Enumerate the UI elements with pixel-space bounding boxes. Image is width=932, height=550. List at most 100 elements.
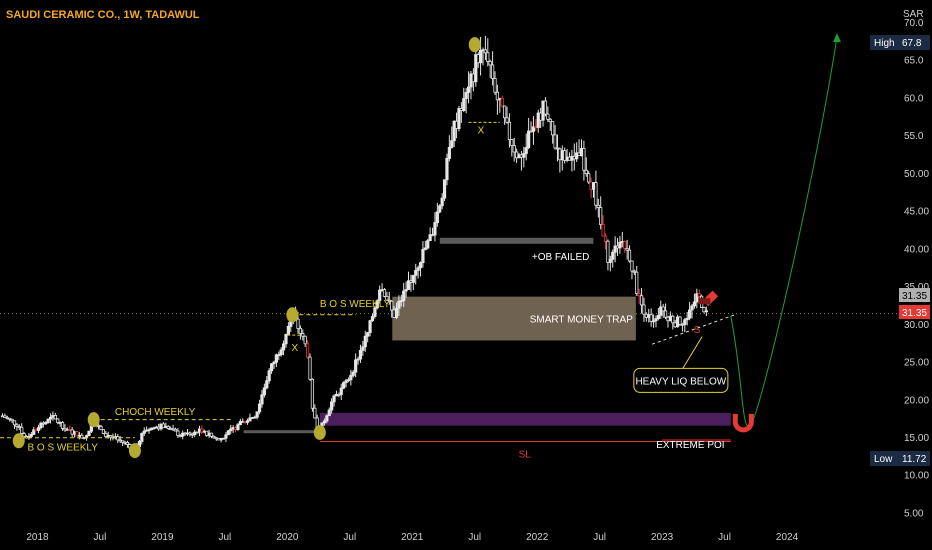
candle-body [522, 153, 526, 158]
candle-body [543, 100, 548, 115]
candle-body [46, 418, 50, 423]
candle-body [671, 315, 675, 324]
candle-body [29, 434, 33, 437]
candle-body [404, 289, 408, 292]
magnet-icon [732, 413, 754, 433]
candle-body [272, 361, 276, 365]
x-tick-label: 2021 [401, 532, 424, 543]
candle-body [366, 332, 370, 337]
high-label: High [874, 38, 895, 49]
candle-body [635, 271, 639, 294]
candle-body [507, 121, 512, 141]
candle-body [104, 433, 108, 437]
candle-body [531, 126, 536, 132]
projection-path [730, 37, 838, 428]
low-label: Low [874, 454, 893, 465]
candle-body [173, 428, 178, 432]
candle-body [394, 307, 399, 318]
sell-zone-marker [698, 298, 711, 305]
candle-body [490, 64, 495, 79]
candle-body [495, 91, 500, 101]
candle-body [625, 247, 629, 251]
candle-body [10, 418, 14, 422]
candle-body [36, 427, 41, 431]
high-value-badge [899, 35, 930, 50]
candle-body [267, 370, 271, 382]
candle-body [351, 371, 355, 376]
candle-body [181, 432, 185, 437]
candle-body [457, 108, 461, 129]
candle-body [546, 113, 550, 120]
candle-body [32, 429, 36, 435]
candle-body [428, 234, 432, 242]
pivot-marker-1 [87, 412, 100, 428]
candle-body [445, 158, 449, 181]
candle-body [466, 86, 471, 93]
candle-body [683, 319, 687, 326]
y-tick-label: 55.0 [904, 131, 924, 142]
candle-body [277, 354, 281, 357]
candle-body [418, 262, 423, 269]
candle-body [553, 134, 557, 149]
high-value: 67.8 [902, 38, 922, 49]
candle-body [500, 97, 504, 107]
candle-body [601, 224, 605, 237]
candle-body [224, 434, 228, 439]
candle-body [358, 349, 363, 360]
zone-label-1: SMART MONEY TRAP [530, 315, 634, 326]
y-tick-label: 15.00 [904, 433, 929, 444]
candle-body [236, 424, 240, 430]
candle-body [284, 333, 288, 345]
candle-body [226, 430, 230, 436]
candle-body [87, 430, 91, 437]
sl-label: SL [519, 449, 532, 460]
marker-letter-1: X [478, 126, 485, 137]
candle-body [356, 358, 360, 361]
candle-body [279, 349, 283, 356]
candle-body [582, 148, 586, 171]
low-value-badge [899, 451, 930, 466]
pivot-marker-4 [313, 424, 326, 440]
candle-body [385, 295, 389, 301]
candle-body [493, 78, 497, 93]
candle-body [142, 430, 146, 434]
candle-body [60, 422, 65, 429]
candle-body [327, 409, 331, 417]
candle-body [44, 422, 48, 425]
x-tick-label: 2018 [26, 532, 49, 543]
candle-body [140, 432, 144, 442]
candle-body [663, 310, 668, 318]
callout-pointer [682, 336, 703, 369]
candle-body [125, 442, 130, 445]
pivot-marker-3 [286, 307, 299, 323]
candle-body [56, 418, 60, 423]
candle-body [48, 416, 53, 420]
candle-body [344, 380, 348, 383]
candle-body [303, 335, 307, 345]
candle-body [661, 306, 665, 312]
candle-body [411, 274, 415, 283]
candle-body [587, 173, 591, 183]
candle-body [325, 415, 329, 422]
candle-body [627, 249, 632, 262]
y-tick-label: 70.0 [904, 18, 924, 29]
candle-body [245, 420, 250, 423]
candle-body [390, 300, 394, 311]
candle-body [426, 240, 430, 249]
candle-body [296, 318, 300, 329]
pivot-marker-2 [128, 443, 141, 459]
candle-body [464, 92, 468, 99]
candle-body [548, 118, 552, 123]
candle-body [685, 317, 689, 321]
candle-body [315, 417, 319, 427]
x-tick-label: Jul [343, 532, 356, 543]
candle-body [75, 431, 79, 437]
candle-body [524, 147, 528, 154]
candle-body [22, 433, 26, 437]
y-tick-label: 10.00 [904, 471, 929, 482]
candle-body [382, 289, 387, 297]
candle-body [435, 211, 439, 223]
candle-body [53, 415, 57, 420]
